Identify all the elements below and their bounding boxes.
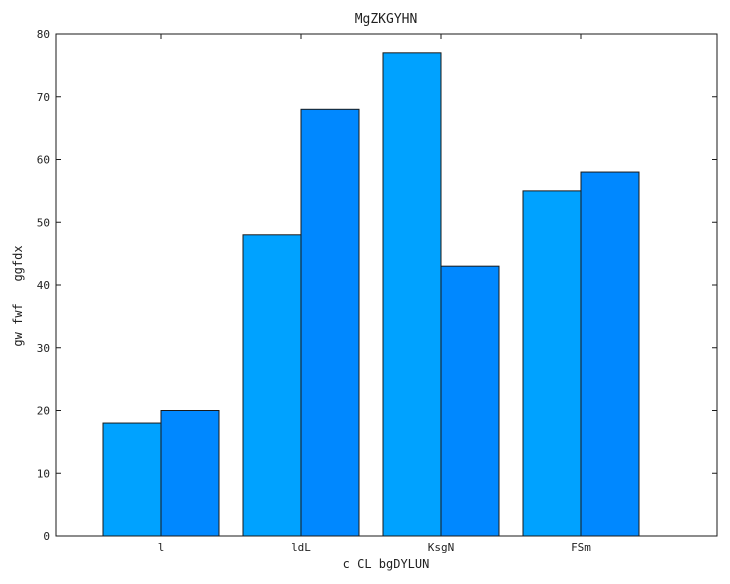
x-axis: l ldL KsgN FSm [158, 34, 591, 554]
y-tick-label: 10 [37, 467, 50, 480]
x-tick-label: ldL [291, 541, 311, 554]
y-tick-label: 60 [37, 154, 50, 167]
chart-title: MgZKGYHN [355, 12, 418, 27]
bar-ldL-series-2 [300, 108, 360, 537]
y-tick-label: 40 [37, 279, 50, 292]
y-tick-label: 30 [37, 342, 50, 355]
bars-group [102, 52, 640, 537]
bar-l-series-2 [160, 410, 220, 537]
y-axis-label: gw fwf ggfdx [11, 245, 25, 346]
bar-FSm-series-2 [580, 171, 640, 537]
bar-FSm-series-1 [522, 190, 582, 537]
bar-KsgN-series-1 [382, 52, 442, 537]
y-tick-label: 0 [43, 530, 50, 543]
x-tick-label: l [158, 541, 165, 554]
y-tick-label: 80 [37, 28, 50, 41]
x-tick-label: KsgN [428, 541, 455, 554]
bar-KsgN-series-2 [440, 265, 500, 537]
y-tick-label: 20 [37, 405, 50, 418]
y-axis: 0 10 20 30 40 50 60 70 80 [37, 28, 717, 543]
x-axis-label: c CL bgDYLUN [343, 557, 430, 571]
x-tick-label: FSm [571, 541, 591, 554]
bar-ldL-series-1 [242, 234, 302, 537]
y-tick-label: 70 [37, 91, 50, 104]
y-tick-label: 50 [37, 216, 50, 229]
bar-l-series-1 [102, 422, 162, 537]
